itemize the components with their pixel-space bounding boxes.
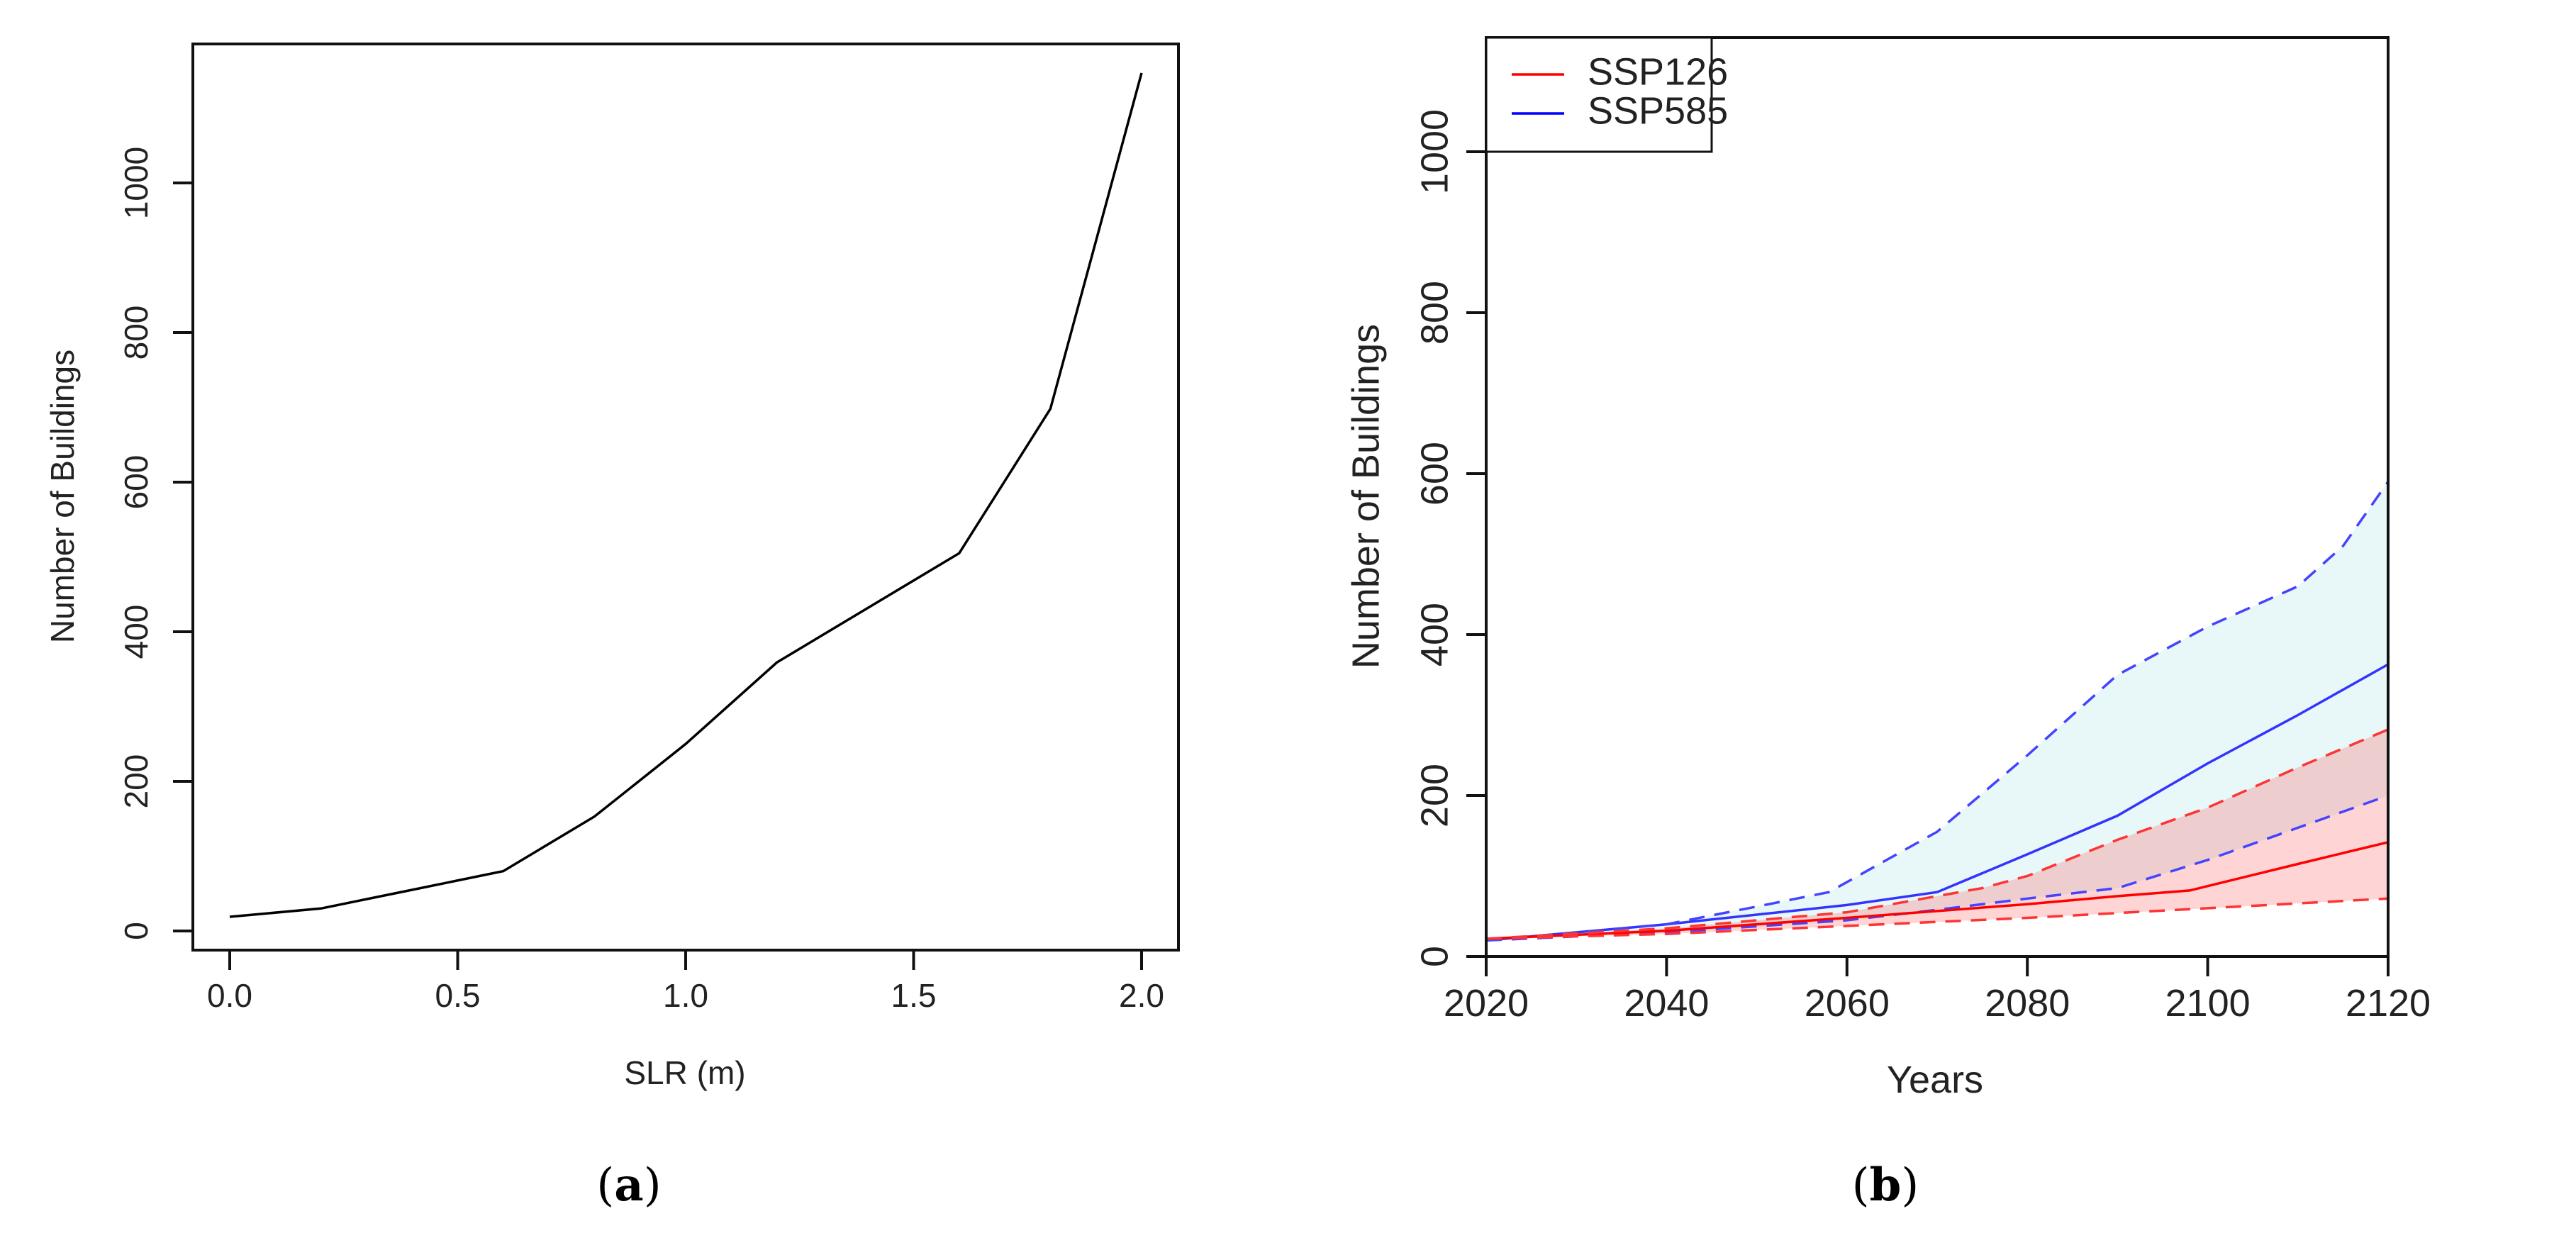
y-tick-label: 600: [1413, 442, 1456, 506]
y-tick-label: 0: [118, 922, 155, 940]
y-tick-label: 400: [118, 605, 155, 659]
series-line-ssp585: [1485, 663, 2389, 942]
caption-paren-close: ): [644, 1159, 662, 1212]
band-ssp126-range: [1486, 729, 2388, 939]
x-tick-label: 0.5: [435, 977, 481, 1014]
y-tick-label: 200: [1413, 764, 1456, 827]
x-tick-label: 2020: [1444, 982, 1529, 1025]
y-axis-label: Number of Buildings: [44, 350, 81, 643]
x-tick-label: 1.0: [663, 977, 708, 1014]
legend-label-ssp585: SSP585: [1588, 89, 1728, 132]
y-tick-label: 1000: [1413, 109, 1456, 194]
legend-label-ssp126: SSP126: [1588, 50, 1728, 93]
legend-box: [1485, 36, 1713, 153]
y-tick-label: 200: [118, 754, 155, 809]
y-axis-label: Number of Buildings: [1344, 324, 1387, 669]
x-tick-label: 2120: [2346, 982, 2431, 1025]
caption-paren-open: (: [596, 1159, 614, 1212]
y-tick-label: 0: [1413, 946, 1456, 967]
series-line-ssp585-upper: [1485, 481, 2390, 942]
x-tick-label: 2060: [1805, 982, 1890, 1025]
x-tick-label: 1.5: [891, 977, 937, 1014]
x-tick-label: 2080: [1985, 982, 2070, 1025]
panel-a-chart: 0.0 0.5 1.0 1.5 2.0 0 200 400 600 800 1000 SLR (m) N…: [44, 43, 1180, 1212]
caption-letter: a: [614, 1159, 643, 1212]
y-tick-label: 400: [1413, 603, 1456, 666]
series-line-ssp126: [1485, 841, 2389, 940]
x-tick-label: 2040: [1624, 982, 1709, 1025]
series-line-ssp126-upper: [1485, 728, 2389, 940]
series-line-ssp585-lower: [1485, 794, 2389, 942]
panel-b-chart: 2020 2040 2060 2080 2100 2120 0 200 400 600 800 100…: [1344, 36, 2431, 1212]
x-tick-label: 2100: [2165, 982, 2251, 1025]
caption-letter: b: [1870, 1159, 1902, 1212]
plot-frame: [191, 43, 1180, 952]
y-tick-label: 600: [118, 455, 155, 510]
series-line-ssp126-lower: [1485, 897, 2389, 940]
y-tick-label: 1000: [118, 147, 155, 219]
band-ssp585-range: [1486, 481, 2388, 941]
x-axis-label: Years: [1887, 1059, 1983, 1101]
caption-paren-open: (: [1852, 1159, 1870, 1212]
y-tick-label: 800: [1413, 281, 1456, 345]
series-line-buildings: [229, 72, 1143, 918]
y-tick-label: 800: [118, 306, 155, 360]
panel-caption: (a): [596, 1159, 661, 1212]
x-tick-label: 0.0: [207, 977, 252, 1014]
caption-paren-close: ): [1901, 1159, 1919, 1212]
x-tick-label: 2.0: [1119, 977, 1164, 1014]
plot-frame: [1485, 36, 2390, 958]
x-axis-label: SLR (m): [624, 1054, 745, 1091]
panel-caption: (b): [1852, 1159, 1919, 1212]
